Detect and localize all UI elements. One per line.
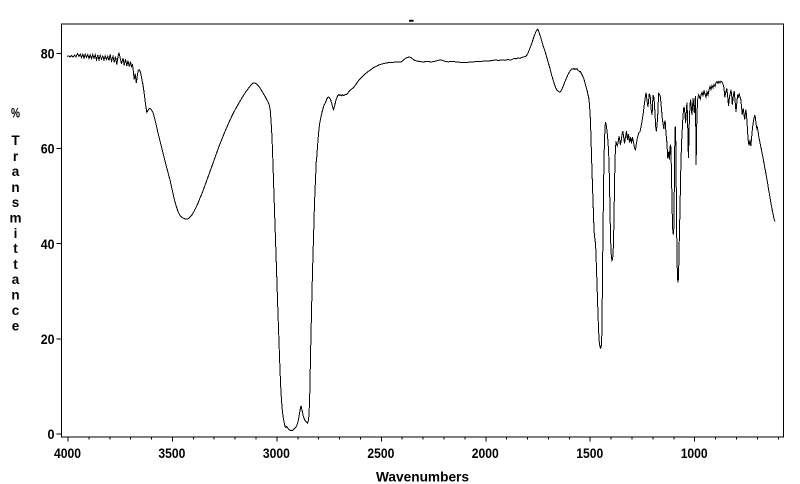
svg-text:40: 40 bbox=[41, 236, 55, 252]
svg-text:e: e bbox=[12, 318, 20, 333]
svg-text:a: a bbox=[12, 164, 20, 179]
svg-text:m: m bbox=[9, 211, 21, 226]
svg-text:t: t bbox=[13, 257, 18, 272]
svg-text:a: a bbox=[12, 272, 20, 287]
svg-text:4000: 4000 bbox=[54, 445, 81, 461]
svg-text:60: 60 bbox=[41, 141, 55, 157]
svg-text:n: n bbox=[11, 288, 19, 303]
svg-text:%: % bbox=[11, 106, 20, 121]
svg-text:2000: 2000 bbox=[472, 445, 499, 461]
svg-text:Wavenumbers: Wavenumbers bbox=[376, 469, 469, 484]
svg-text:t: t bbox=[13, 241, 18, 256]
svg-text:n: n bbox=[11, 180, 19, 195]
svg-text:3500: 3500 bbox=[158, 445, 185, 461]
svg-text:1500: 1500 bbox=[576, 445, 603, 461]
svg-text:3000: 3000 bbox=[263, 445, 290, 461]
svg-text:20: 20 bbox=[41, 331, 55, 347]
svg-text:r: r bbox=[13, 149, 19, 164]
svg-text:80: 80 bbox=[41, 46, 55, 62]
svg-text:s: s bbox=[12, 195, 20, 210]
svg-text:2500: 2500 bbox=[367, 445, 394, 461]
svg-text:c: c bbox=[12, 303, 20, 318]
svg-text:1000: 1000 bbox=[681, 445, 708, 461]
svg-text:0: 0 bbox=[48, 426, 55, 442]
svg-text:i: i bbox=[14, 226, 18, 241]
svg-text:T: T bbox=[11, 133, 20, 148]
